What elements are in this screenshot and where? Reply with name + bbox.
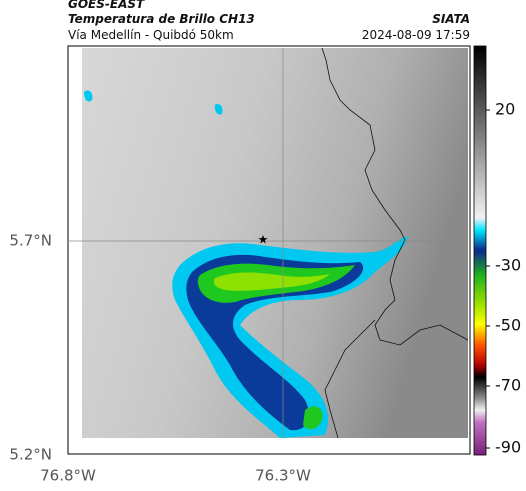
lon-label: 76.8°W <box>40 467 96 485</box>
colorbar-label: -70 <box>495 376 521 395</box>
title: Temperatura de Brillo CH13 <box>68 12 255 26</box>
subtitle: Vía Medellín - Quibdó 50km <box>68 28 234 42</box>
colorbar-label: -90 <box>495 438 521 457</box>
source: GOES-EAST <box>68 0 145 11</box>
colorbar-label: -30 <box>495 256 521 275</box>
lon-label: 76.3°W <box>255 467 311 485</box>
lat-label: 5.7°N <box>9 232 52 250</box>
city-marker: ★ <box>258 233 269 247</box>
organization: SIATA <box>432 12 470 26</box>
lat-label: 5.2°N <box>9 446 52 464</box>
colorbar-label: 20 <box>495 100 515 119</box>
colorbar-label: -50 <box>495 316 521 335</box>
borders <box>321 47 469 439</box>
cloud-top <box>84 90 408 438</box>
datetime: 2024-08-09 17:59 <box>361 28 470 42</box>
colorbar-ticks: 20 -30 -50 -70 -90 <box>486 100 521 457</box>
colorbar <box>473 45 487 456</box>
